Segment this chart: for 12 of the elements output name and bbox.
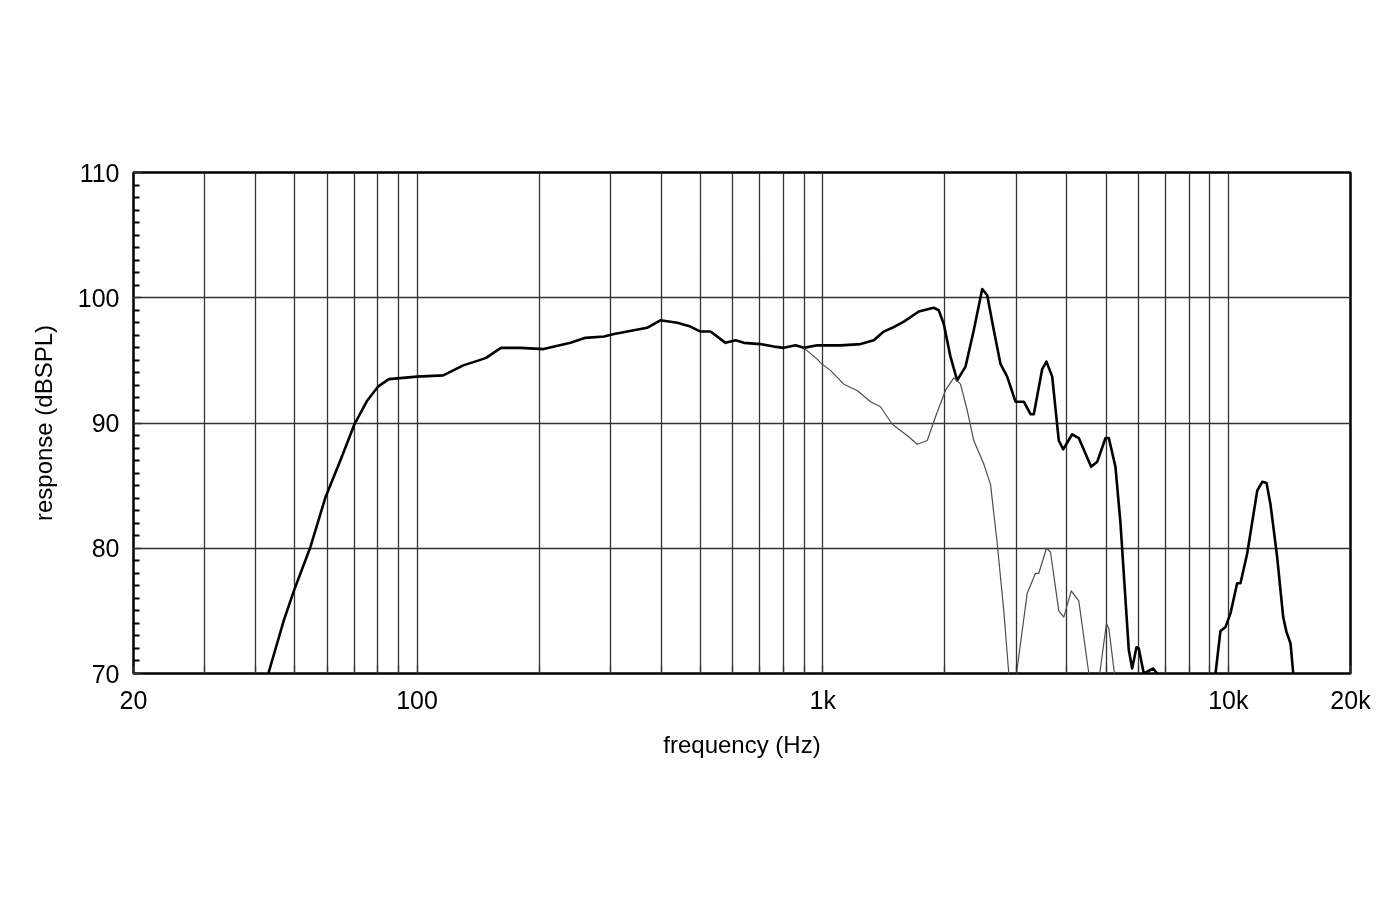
x-tick-label: 20 — [119, 685, 148, 714]
x-tick-label: 1k — [809, 685, 837, 714]
x-tick-label: 10k — [1208, 685, 1250, 714]
y-tick-label: 80 — [91, 534, 120, 563]
y-tick-label: 90 — [91, 409, 120, 437]
y-tick-label: 110 — [79, 158, 120, 187]
x-axis-title: frequency (Hz) — [663, 730, 821, 758]
y-tick-label: 100 — [77, 283, 120, 312]
y-axis-title: response (dBSPL) — [29, 324, 57, 522]
x-tick-label: 20k — [1330, 685, 1372, 714]
x-tick-label: 100 — [396, 685, 438, 714]
y-tick-label: 70 — [91, 659, 120, 688]
